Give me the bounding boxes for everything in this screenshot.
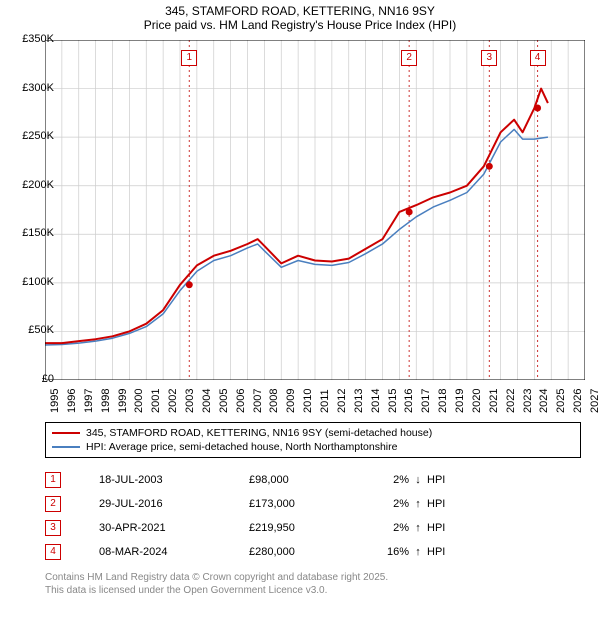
legend-swatch <box>52 446 80 448</box>
x-axis-tick-label: 2005 <box>218 389 230 413</box>
row-date: 18-JUL-2003 <box>99 474 249 486</box>
table-row: 4 08-MAR-2024£280,00016%↑HPI <box>45 540 581 564</box>
sales-table: 118-JUL-2003£98,0002%↓HPI229-JUL-2016£17… <box>45 468 581 564</box>
row-price: £98,000 <box>249 474 369 486</box>
table-row: 3 30-APR-2021£219,9502%↑HPI <box>45 516 581 540</box>
chart-marker-box: 3 <box>481 50 497 66</box>
row-price: £280,000 <box>249 546 369 558</box>
y-axis-tick-label: £50K <box>28 324 54 336</box>
row-marker-box: 1 <box>45 472 61 488</box>
x-axis-tick-label: 2013 <box>353 389 365 413</box>
title-line-2: Price paid vs. HM Land Registry's House … <box>0 18 600 32</box>
table-row: 1 18-JUL-2003£98,0002%↓HPI <box>45 468 581 492</box>
row-hpi-label: HPI <box>427 522 467 534</box>
x-axis-tick-label: 2006 <box>235 389 247 413</box>
chart-title: 345, STAMFORD ROAD, KETTERING, NN16 9SY … <box>0 0 600 34</box>
chart-svg <box>45 40 585 380</box>
row-marker-box: 4 <box>45 544 61 560</box>
x-axis-tick-label: 1999 <box>117 389 129 413</box>
chart-marker-box: 2 <box>401 50 417 66</box>
chart-marker-box: 1 <box>181 50 197 66</box>
chart-plot-area <box>45 40 585 380</box>
row-price: £173,000 <box>249 498 369 510</box>
row-arrow-icon: ↑ <box>409 522 427 534</box>
x-axis-tick-label: 1995 <box>49 389 61 413</box>
row-marker-box: 2 <box>45 496 61 512</box>
x-axis-tick-label: 2026 <box>572 389 584 413</box>
y-axis-tick-label: £100K <box>22 276 54 288</box>
row-pct: 2% <box>369 522 409 534</box>
legend-item-price-paid: 345, STAMFORD ROAD, KETTERING, NN16 9SY … <box>52 426 574 440</box>
row-date: 30-APR-2021 <box>99 522 249 534</box>
x-axis-tick-label: 2008 <box>268 389 280 413</box>
row-arrow-icon: ↑ <box>409 498 427 510</box>
row-price: £219,950 <box>249 522 369 534</box>
x-axis-tick-label: 1996 <box>66 389 78 413</box>
x-axis-tick-label: 2016 <box>403 389 415 413</box>
row-pct: 2% <box>369 498 409 510</box>
x-axis-tick-label: 2027 <box>589 389 600 413</box>
x-axis-tick-label: 2003 <box>184 389 196 413</box>
y-axis-tick-label: £150K <box>22 227 54 239</box>
x-axis-tick-label: 2002 <box>167 389 179 413</box>
x-axis-tick-label: 2014 <box>370 389 382 413</box>
y-axis-tick-label: £200K <box>22 179 54 191</box>
row-date: 29-JUL-2016 <box>99 498 249 510</box>
x-axis-tick-label: 2010 <box>302 389 314 413</box>
legend-item-hpi: HPI: Average price, semi-detached house,… <box>52 440 574 454</box>
legend-swatch <box>52 432 80 434</box>
x-axis-tick-label: 2011 <box>319 389 331 413</box>
row-pct: 2% <box>369 474 409 486</box>
x-axis-tick-label: 2022 <box>505 389 517 413</box>
attribution-line-1: Contains HM Land Registry data © Crown c… <box>45 572 388 585</box>
y-axis-tick-label: £0 <box>42 373 54 385</box>
x-axis-tick-label: 2001 <box>150 389 162 413</box>
x-axis-tick-label: 2020 <box>471 389 483 413</box>
x-axis-tick-label: 2024 <box>538 389 550 413</box>
attribution: Contains HM Land Registry data © Crown c… <box>45 572 388 597</box>
y-axis-tick-label: £250K <box>22 130 54 142</box>
x-axis-tick-label: 2021 <box>488 389 500 413</box>
x-axis-tick-label: 2000 <box>133 389 145 413</box>
x-axis-tick-label: 2018 <box>437 389 449 413</box>
x-axis-tick-label: 2015 <box>387 389 399 413</box>
row-date: 08-MAR-2024 <box>99 546 249 558</box>
y-axis-tick-label: £350K <box>22 33 54 45</box>
row-hpi-label: HPI <box>427 474 467 486</box>
attribution-line-2: This data is licensed under the Open Gov… <box>45 585 388 598</box>
legend-label: HPI: Average price, semi-detached house,… <box>86 441 397 453</box>
x-axis-tick-label: 1997 <box>83 389 95 413</box>
x-axis-tick-label: 2009 <box>285 389 297 413</box>
x-axis-tick-label: 2007 <box>252 389 264 413</box>
x-axis-tick-label: 1998 <box>100 389 112 413</box>
row-pct: 16% <box>369 546 409 558</box>
legend-label: 345, STAMFORD ROAD, KETTERING, NN16 9SY … <box>86 427 432 439</box>
x-axis-tick-label: 2004 <box>201 389 213 413</box>
chart-legend: 345, STAMFORD ROAD, KETTERING, NN16 9SY … <box>45 422 581 458</box>
y-axis-tick-label: £300K <box>22 82 54 94</box>
row-arrow-icon: ↓ <box>409 474 427 486</box>
row-hpi-label: HPI <box>427 498 467 510</box>
table-row: 2 29-JUL-2016£173,0002%↑HPI <box>45 492 581 516</box>
x-axis-tick-label: 2025 <box>555 389 567 413</box>
row-hpi-label: HPI <box>427 546 467 558</box>
row-arrow-icon: ↑ <box>409 546 427 558</box>
row-marker-box: 3 <box>45 520 61 536</box>
x-axis-tick-label: 2023 <box>522 389 534 413</box>
x-axis-tick-label: 2012 <box>336 389 348 413</box>
title-line-1: 345, STAMFORD ROAD, KETTERING, NN16 9SY <box>0 4 600 18</box>
x-axis-tick-label: 2019 <box>454 389 466 413</box>
chart-marker-box: 4 <box>530 50 546 66</box>
x-axis-tick-label: 2017 <box>420 389 432 413</box>
